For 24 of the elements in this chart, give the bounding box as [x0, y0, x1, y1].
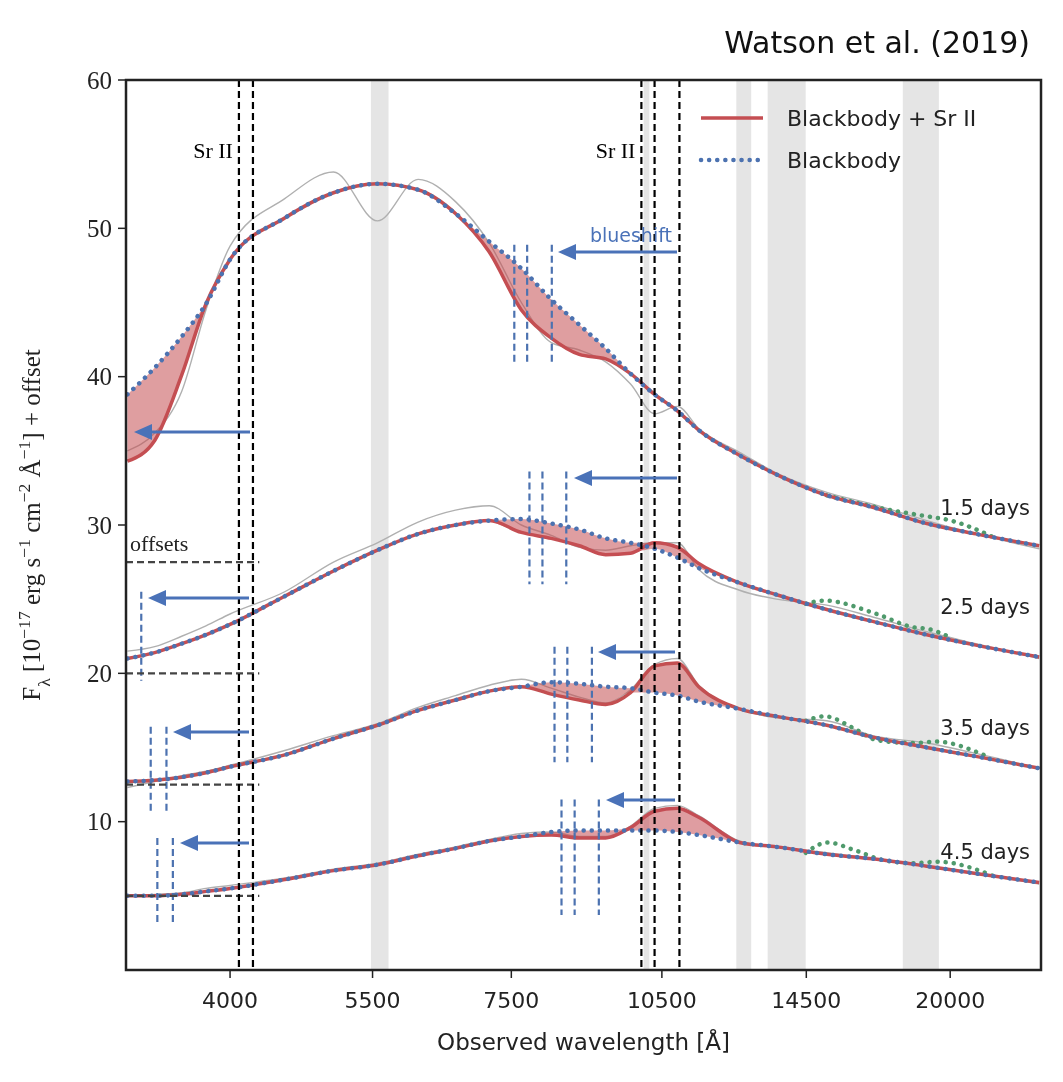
annotation: 1.5 days: [940, 496, 1030, 521]
annotation: 3.5 days: [940, 716, 1030, 741]
ref-line-label: Sr II: [193, 138, 233, 163]
legend-label: Blackbody + Sr II: [787, 105, 977, 131]
annotation: offsets: [130, 530, 189, 556]
x-tick-label: 10500: [626, 988, 697, 1013]
text: Watson et al. (2019): [724, 24, 1030, 60]
y-tick-label: 20: [87, 660, 112, 688]
x-axis-title: Observed wavelength [Å]: [437, 1028, 730, 1055]
annotation: 4.5 days: [940, 840, 1030, 865]
x-tick-label: 14500: [771, 988, 842, 1013]
legend-label: Blackbody: [787, 147, 901, 173]
y-tick-label: 40: [87, 363, 112, 391]
x-tick-label: 4000: [202, 988, 259, 1013]
y-tick-label: 10: [87, 808, 112, 836]
annotation: 2.5 days: [940, 595, 1030, 620]
x-tick-label: 5500: [344, 988, 401, 1013]
y-tick-label: 50: [87, 215, 112, 243]
annotation: blueshift: [589, 223, 672, 246]
x-tick-label: 20000: [915, 988, 986, 1013]
y-tick-label: 30: [87, 511, 112, 539]
ref-line-label: Sr II: [595, 138, 636, 163]
x-tick-label: 7500: [483, 988, 540, 1013]
y-tick-label: 60: [87, 66, 112, 94]
